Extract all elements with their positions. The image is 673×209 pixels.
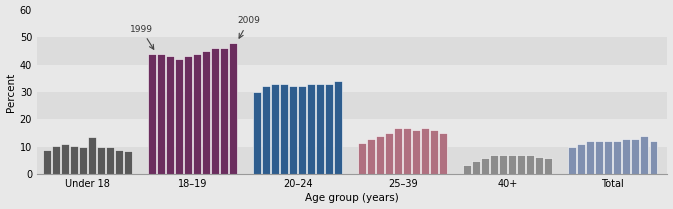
- Bar: [253, 92, 261, 175]
- Bar: [52, 145, 60, 175]
- Bar: [613, 141, 621, 175]
- Bar: [430, 130, 438, 175]
- Bar: [211, 48, 219, 175]
- Text: 1999: 1999: [130, 24, 153, 49]
- Bar: [193, 54, 201, 175]
- Bar: [508, 155, 516, 175]
- Bar: [37, 65, 668, 92]
- Bar: [184, 56, 192, 175]
- Bar: [641, 136, 648, 175]
- Bar: [124, 151, 132, 175]
- Bar: [490, 155, 498, 175]
- Bar: [649, 141, 658, 175]
- Bar: [413, 130, 420, 175]
- Bar: [271, 84, 279, 175]
- Bar: [97, 147, 105, 175]
- Bar: [472, 161, 480, 175]
- Bar: [536, 157, 543, 175]
- Bar: [631, 139, 639, 175]
- Bar: [568, 147, 576, 175]
- Bar: [106, 147, 114, 175]
- Bar: [376, 136, 384, 175]
- X-axis label: Age group (years): Age group (years): [306, 194, 399, 203]
- Bar: [298, 87, 306, 175]
- Bar: [88, 137, 96, 175]
- Bar: [334, 81, 342, 175]
- Bar: [37, 37, 668, 65]
- Bar: [385, 133, 393, 175]
- Bar: [439, 133, 448, 175]
- Bar: [325, 84, 333, 175]
- Bar: [421, 128, 429, 175]
- Bar: [307, 84, 315, 175]
- Bar: [166, 56, 174, 175]
- Bar: [79, 147, 87, 175]
- Bar: [157, 54, 165, 175]
- Bar: [61, 144, 69, 175]
- Bar: [367, 139, 375, 175]
- Bar: [499, 155, 507, 175]
- Bar: [596, 141, 603, 175]
- Bar: [623, 139, 631, 175]
- Bar: [37, 10, 668, 37]
- Bar: [37, 147, 668, 175]
- Bar: [289, 87, 297, 175]
- Bar: [70, 145, 78, 175]
- Bar: [202, 51, 210, 175]
- Bar: [544, 158, 553, 175]
- Bar: [394, 128, 402, 175]
- Bar: [37, 92, 668, 120]
- Bar: [229, 42, 237, 175]
- Bar: [262, 87, 270, 175]
- Text: 2009: 2009: [237, 16, 260, 38]
- Bar: [463, 165, 471, 175]
- Bar: [358, 143, 366, 175]
- Bar: [43, 150, 50, 175]
- Bar: [115, 150, 123, 175]
- Bar: [148, 54, 156, 175]
- Y-axis label: Percent: Percent: [5, 72, 15, 112]
- Bar: [316, 84, 324, 175]
- Bar: [577, 144, 586, 175]
- Bar: [280, 84, 288, 175]
- Bar: [604, 141, 612, 175]
- Bar: [481, 158, 489, 175]
- Bar: [403, 128, 411, 175]
- Bar: [175, 59, 183, 175]
- Bar: [586, 141, 594, 175]
- Bar: [526, 155, 534, 175]
- Bar: [518, 155, 526, 175]
- Bar: [220, 48, 228, 175]
- Bar: [37, 120, 668, 147]
